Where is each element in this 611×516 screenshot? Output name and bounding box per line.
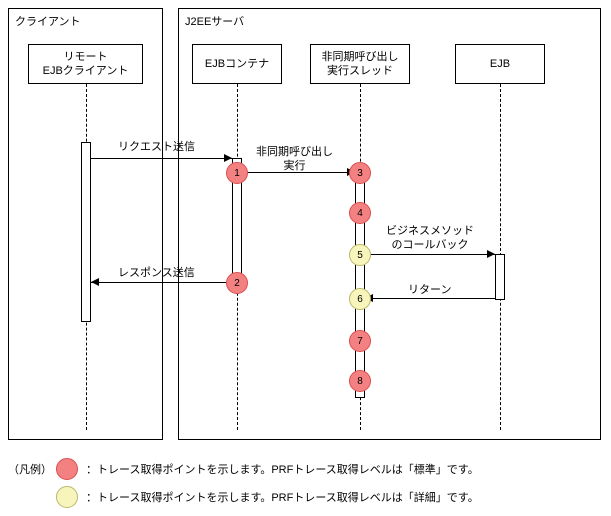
message-label: リクエスト送信 bbox=[118, 140, 195, 154]
trace-point-2: 2 bbox=[226, 272, 248, 294]
legend-row-detail: ：トレース取得ポイントを示します。PRFトレース取得レベルは「詳細」です。 bbox=[52, 486, 479, 508]
trace-point-3: 3 bbox=[349, 162, 371, 184]
message-arrow bbox=[365, 298, 495, 299]
client-container-title: クライアント bbox=[15, 13, 81, 29]
message-arrow bbox=[91, 282, 232, 283]
trace-point-6: 6 bbox=[349, 288, 371, 310]
message-arrow bbox=[365, 254, 495, 255]
activation-bar bbox=[495, 254, 505, 300]
trace-point-5: 5 bbox=[349, 244, 371, 266]
trace-point-8: 8 bbox=[349, 370, 371, 392]
message-label: レスポンス送信 bbox=[118, 266, 195, 280]
trace-point-4: 4 bbox=[349, 202, 371, 224]
arrow-head-icon bbox=[224, 154, 232, 162]
legend-text-detail: ：トレース取得ポイントを示します。PRFトレース取得レベルは「詳細」です。 bbox=[86, 489, 479, 505]
message-label: リターン bbox=[408, 283, 451, 297]
arrow-head-icon bbox=[487, 250, 495, 258]
trace-point-1: 1 bbox=[226, 162, 248, 184]
message-label: ビジネスメソッドのコールバック bbox=[386, 224, 474, 253]
legend-text-standard: ：トレース取得ポイントを示します。PRFトレース取得レベルは「標準」です。 bbox=[86, 461, 479, 477]
actor-async-thread: 非同期呼び出し実行スレッド bbox=[310, 44, 410, 84]
legend-circle-standard-icon bbox=[56, 458, 78, 480]
message-arrow bbox=[91, 158, 232, 159]
actor-ejb: EJB bbox=[455, 44, 545, 84]
actor-label: リモートEJBクライアント bbox=[43, 50, 129, 79]
activation-bar bbox=[81, 142, 91, 322]
legend-title: （凡例） bbox=[8, 461, 52, 477]
actor-label: 非同期呼び出し実行スレッド bbox=[322, 50, 399, 79]
server-container-title: J2EEサーバ bbox=[185, 13, 244, 29]
legend-row-standard: （凡例） ：トレース取得ポイントを示します。PRFトレース取得レベルは「標準」で… bbox=[8, 458, 479, 480]
trace-point-7: 7 bbox=[349, 330, 371, 352]
arrow-head-icon bbox=[91, 278, 99, 286]
actor-label: EJBコンテナ bbox=[205, 57, 269, 71]
message-label: 非同期呼び出し実行 bbox=[256, 145, 333, 174]
legend-circle-detail-icon bbox=[56, 486, 78, 508]
actor-label: EJB bbox=[490, 57, 510, 71]
actor-remote-ejb-client: リモートEJBクライアント bbox=[28, 44, 143, 84]
actor-ejb-container: EJBコンテナ bbox=[192, 44, 282, 84]
